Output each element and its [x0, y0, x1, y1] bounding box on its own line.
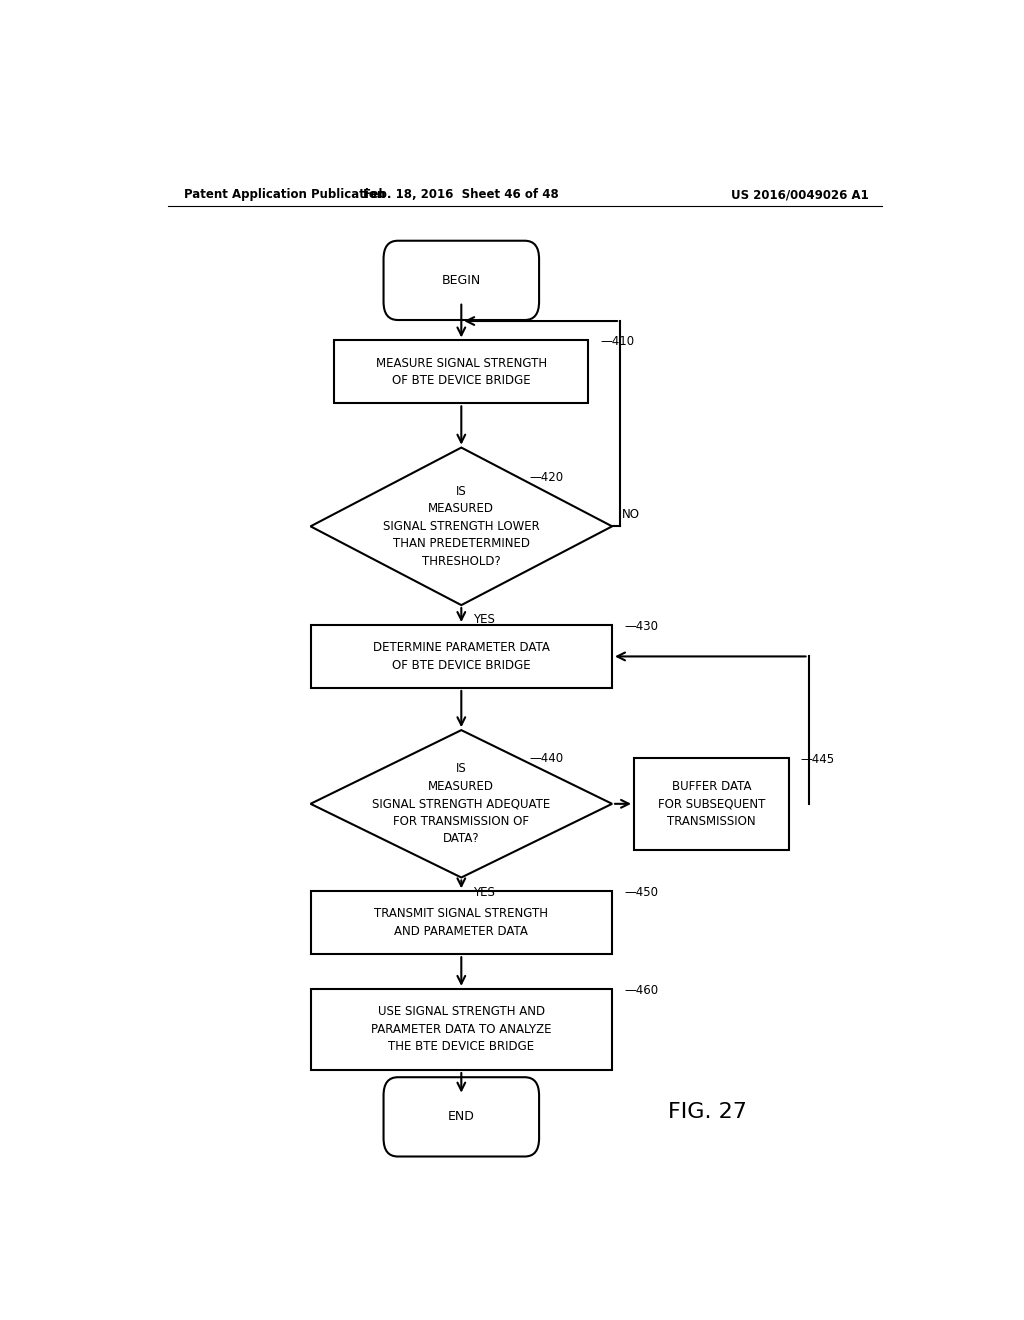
- FancyBboxPatch shape: [310, 891, 612, 954]
- Text: YES: YES: [473, 886, 495, 899]
- FancyBboxPatch shape: [634, 758, 788, 850]
- Text: USE SIGNAL STRENGTH AND
PARAMETER DATA TO ANALYZE
THE BTE DEVICE BRIDGE: USE SIGNAL STRENGTH AND PARAMETER DATA T…: [371, 1006, 552, 1053]
- Text: Patent Application Publication: Patent Application Publication: [183, 189, 385, 202]
- Text: US 2016/0049026 A1: US 2016/0049026 A1: [731, 189, 869, 202]
- Text: BEGIN: BEGIN: [441, 273, 481, 286]
- Text: MEASURE SIGNAL STRENGTH
OF BTE DEVICE BRIDGE: MEASURE SIGNAL STRENGTH OF BTE DEVICE BR…: [376, 356, 547, 387]
- FancyBboxPatch shape: [310, 989, 612, 1071]
- Text: —450: —450: [624, 886, 658, 899]
- Text: —460: —460: [624, 983, 658, 997]
- Polygon shape: [310, 447, 612, 605]
- Text: TRANSMIT SIGNAL STRENGTH
AND PARAMETER DATA: TRANSMIT SIGNAL STRENGTH AND PARAMETER D…: [375, 907, 548, 939]
- Text: BUFFER DATA
FOR SUBSEQUENT
TRANSMISSION: BUFFER DATA FOR SUBSEQUENT TRANSMISSION: [657, 780, 765, 828]
- Text: END: END: [447, 1110, 475, 1123]
- FancyBboxPatch shape: [310, 624, 612, 688]
- Text: —445: —445: [801, 752, 835, 766]
- Text: NO: NO: [622, 508, 640, 521]
- Polygon shape: [310, 730, 612, 878]
- FancyBboxPatch shape: [384, 240, 539, 319]
- FancyBboxPatch shape: [384, 1077, 539, 1156]
- Text: —420: —420: [529, 471, 563, 484]
- Text: IS
MEASURED
SIGNAL STRENGTH ADEQUATE
FOR TRANSMISSION OF
DATA?: IS MEASURED SIGNAL STRENGTH ADEQUATE FOR…: [372, 763, 551, 845]
- Text: —440: —440: [529, 751, 563, 764]
- Text: —430: —430: [624, 620, 658, 632]
- Text: Feb. 18, 2016  Sheet 46 of 48: Feb. 18, 2016 Sheet 46 of 48: [364, 189, 559, 202]
- Text: —410: —410: [600, 335, 634, 348]
- Text: IS
MEASURED
SIGNAL STRENGTH LOWER
THAN PREDETERMINED
THRESHOLD?: IS MEASURED SIGNAL STRENGTH LOWER THAN P…: [383, 484, 540, 568]
- Text: YES: YES: [473, 614, 495, 626]
- FancyBboxPatch shape: [334, 341, 588, 404]
- Text: DETERMINE PARAMETER DATA
OF BTE DEVICE BRIDGE: DETERMINE PARAMETER DATA OF BTE DEVICE B…: [373, 642, 550, 672]
- Text: FIG. 27: FIG. 27: [668, 1102, 746, 1122]
